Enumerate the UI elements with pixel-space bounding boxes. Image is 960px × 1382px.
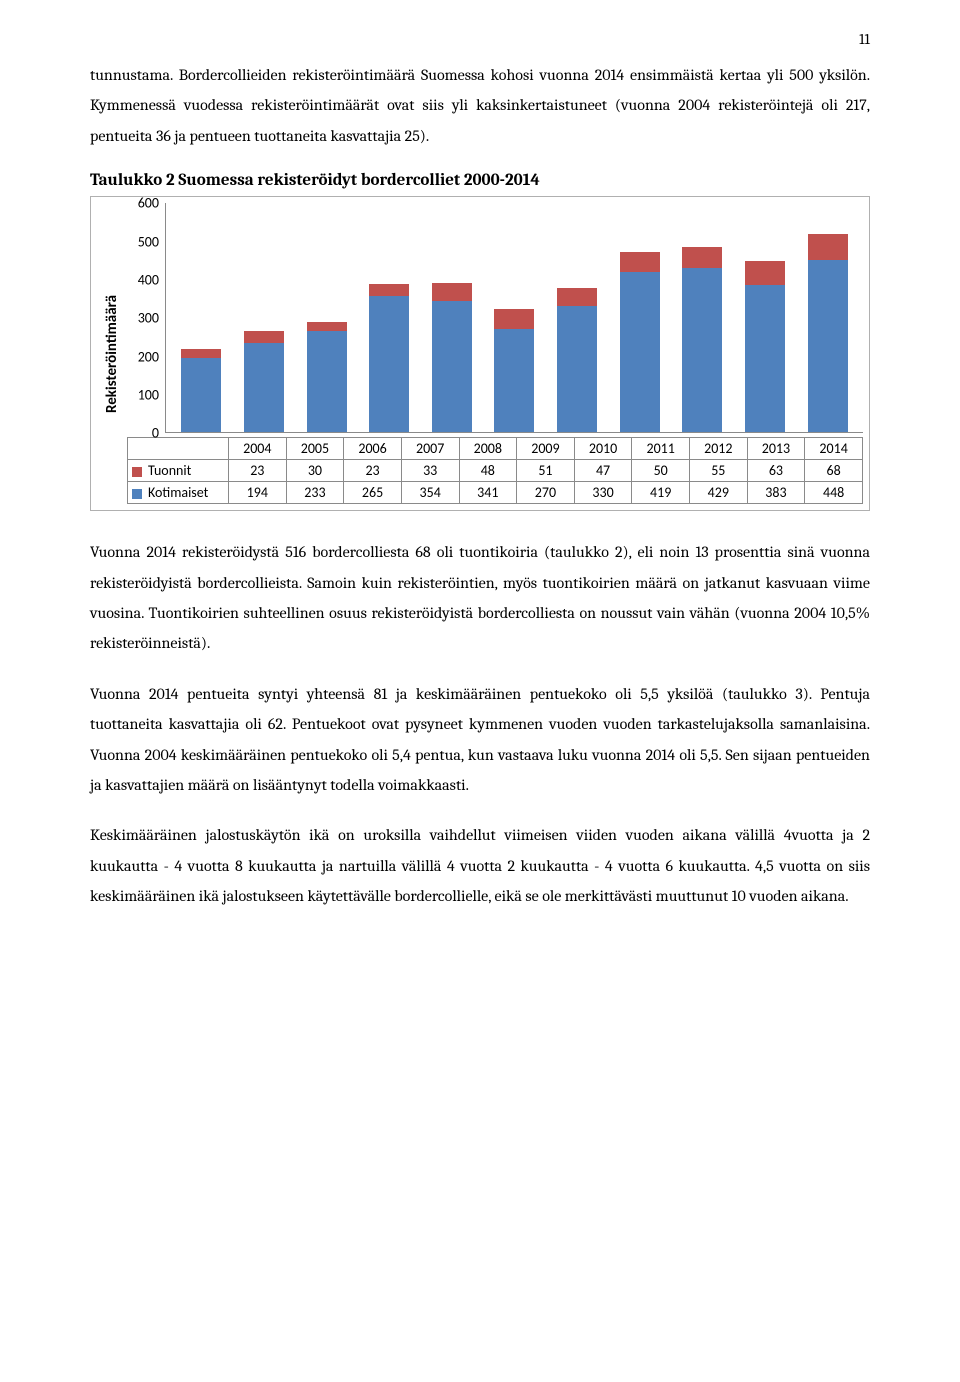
bar-segment-tuonnit	[307, 322, 347, 331]
bar-column	[745, 261, 785, 432]
bar-segment-tuonnit	[808, 234, 848, 260]
page-number: 11	[859, 30, 870, 48]
chart-container: Rekisteröintimäärä 0 100 200 300 400 500 600 2…	[90, 196, 870, 511]
paragraph-3: Vuonna 2014 pentueita syntyi yhteensä 81…	[90, 679, 870, 801]
paragraph-2: Vuonna 2014 rekisteröidystä 516 borderco…	[90, 537, 870, 659]
bar-segment-tuonnit	[494, 309, 534, 329]
bar-segment-tuonnit	[745, 261, 785, 285]
chart-title: Taulukko 2 Suomessa rekisteröidyt border…	[90, 171, 870, 190]
chart-data-table: 2004200520062007200820092010201120122013…	[127, 437, 863, 504]
document-page: 11 tunnustama. Bordercollieiden rekister…	[0, 0, 960, 1382]
paragraph-1: tunnustama. Bordercollieiden rekisteröin…	[90, 60, 870, 151]
table-cell: 68	[805, 460, 863, 482]
table-corner	[128, 438, 229, 460]
paragraph-4: Keskimääräinen jalostuskäytön ikä on uro…	[90, 820, 870, 911]
bar-column	[682, 247, 722, 433]
bar-segment-kotimaiset	[682, 268, 722, 432]
table-cell: 233	[286, 482, 344, 504]
table-cell: 341	[459, 482, 517, 504]
table-cell: 23	[344, 460, 402, 482]
table-cell: 419	[632, 482, 690, 504]
bar-segment-tuonnit	[181, 349, 221, 358]
bar-segment-tuonnit	[557, 288, 597, 306]
table-year-header: 2014	[805, 438, 863, 460]
bar-column	[369, 284, 409, 432]
bar-column	[244, 331, 284, 432]
series-label: Tuonnit	[148, 462, 191, 479]
plot-area	[165, 203, 863, 433]
bar-segment-kotimaiset	[307, 331, 347, 433]
bar-column	[432, 283, 472, 432]
bar-column	[494, 309, 534, 432]
bar-segment-tuonnit	[620, 252, 660, 271]
table-cell: 383	[747, 482, 805, 504]
table-cell: 429	[690, 482, 748, 504]
bar-segment-tuonnit	[369, 284, 409, 297]
y-tick: 200	[138, 348, 159, 365]
legend-swatch	[132, 467, 142, 477]
bar-segment-tuonnit	[244, 331, 284, 343]
table-cell: 51	[517, 460, 575, 482]
bar-segment-kotimaiset	[620, 272, 660, 433]
bar-segment-kotimaiset	[557, 306, 597, 433]
table-cell: 23	[229, 460, 287, 482]
table-cell: 270	[517, 482, 575, 504]
table-cell: 55	[690, 460, 748, 482]
bar-segment-tuonnit	[682, 247, 722, 268]
table-year-header: 2009	[517, 438, 575, 460]
bar-segment-kotimaiset	[745, 285, 785, 432]
table-cell: 330	[574, 482, 632, 504]
y-tick: 400	[138, 271, 159, 288]
bar-segment-kotimaiset	[808, 260, 848, 432]
table-cell: 194	[229, 482, 287, 504]
bar-column	[181, 349, 221, 432]
table-cell: 48	[459, 460, 517, 482]
y-axis-label-wrap: Rekisteröintimäärä	[97, 203, 127, 504]
bar-segment-kotimaiset	[432, 301, 472, 432]
table-row-header: Tuonnit	[128, 460, 229, 482]
table-year-header: 2004	[229, 438, 287, 460]
y-tick: 600	[138, 195, 159, 212]
table-cell: 265	[344, 482, 402, 504]
table-cell: 50	[632, 460, 690, 482]
table-year-header: 2010	[574, 438, 632, 460]
table-cell: 354	[401, 482, 459, 504]
table-year-header: 2013	[747, 438, 805, 460]
table-year-header: 2008	[459, 438, 517, 460]
table-cell: 63	[747, 460, 805, 482]
chart-main: 0100200300400500600 20042005200620072008…	[127, 203, 863, 504]
bar-segment-kotimaiset	[369, 296, 409, 432]
bar-segment-tuonnit	[432, 283, 472, 301]
bar-segment-kotimaiset	[494, 329, 534, 433]
legend-swatch	[132, 489, 142, 499]
bar-column	[808, 234, 848, 432]
y-axis: 0100200300400500600	[127, 203, 165, 433]
bar-column	[620, 252, 660, 432]
table-year-header: 2011	[632, 438, 690, 460]
bar-column	[307, 322, 347, 432]
bar-column	[557, 288, 597, 433]
table-cell: 47	[574, 460, 632, 482]
series-label: Kotimaiset	[148, 484, 208, 501]
y-tick: 300	[138, 310, 159, 327]
table-cell: 30	[286, 460, 344, 482]
table-cell: 33	[401, 460, 459, 482]
table-cell: 448	[805, 482, 863, 504]
y-axis-label: Rekisteröintimäärä	[103, 295, 121, 413]
bar-segment-kotimaiset	[181, 358, 221, 432]
table-year-header: 2006	[344, 438, 402, 460]
y-tick: 0	[152, 425, 159, 442]
table-year-header: 2012	[690, 438, 748, 460]
y-tick: 500	[138, 233, 159, 250]
table-row-header: Kotimaiset	[128, 482, 229, 504]
y-tick: 100	[138, 386, 159, 403]
table-year-header: 2007	[401, 438, 459, 460]
table-year-header: 2005	[286, 438, 344, 460]
bar-segment-kotimaiset	[244, 343, 284, 432]
